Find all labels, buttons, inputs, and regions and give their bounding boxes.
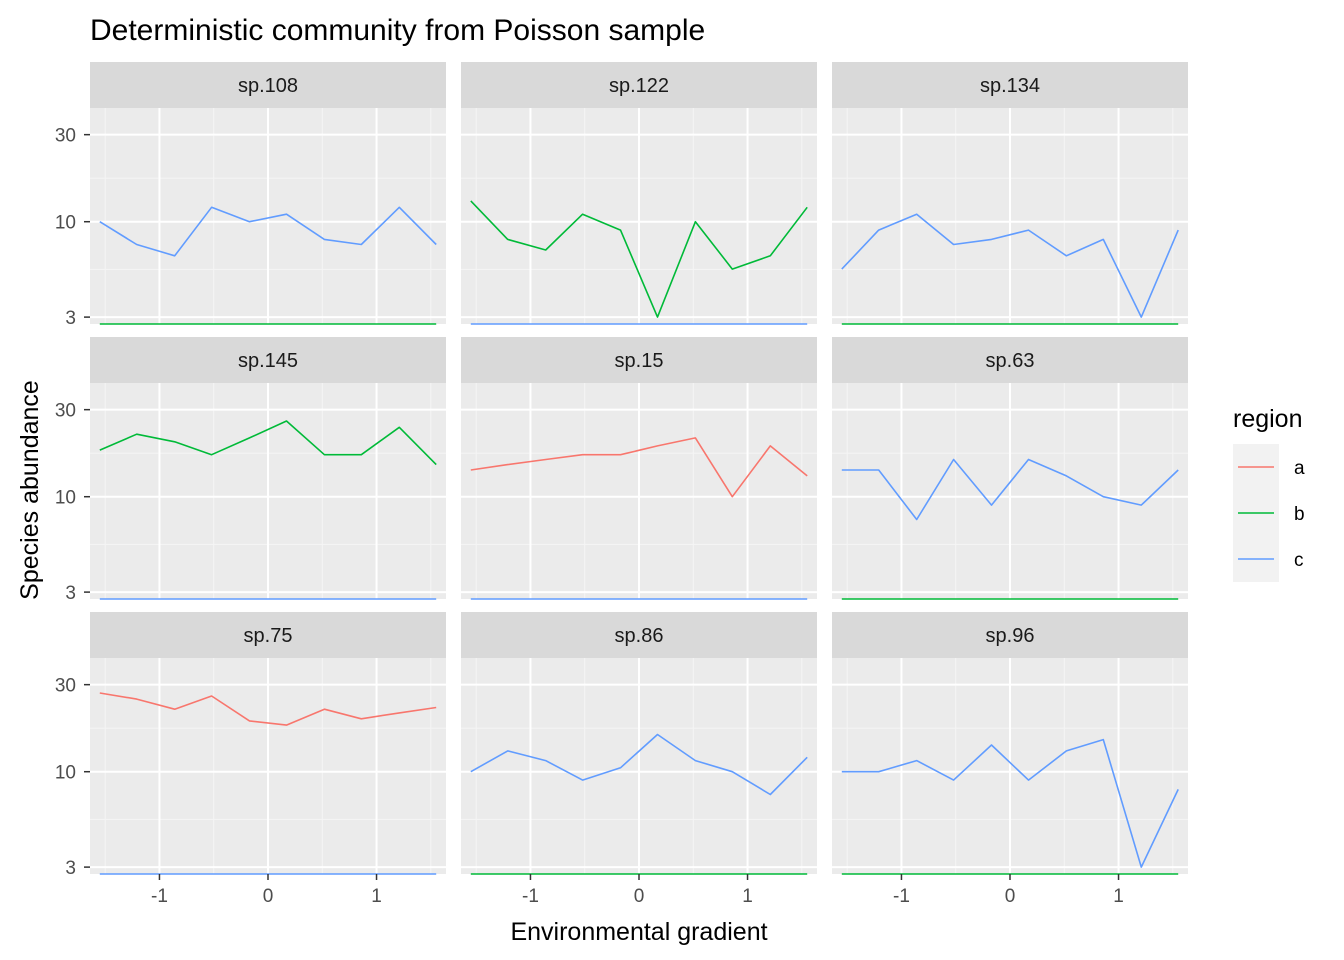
facet-panel: sp.75 3 10 30 -1 0 1 (55, 612, 446, 907)
facet-strip-label: sp.75 (244, 625, 293, 647)
y-tick-label: 3 (65, 583, 76, 604)
y-tick-label: 10 (55, 213, 76, 234)
series-line-c (841, 458, 1179, 521)
legend-label-c: c (1294, 550, 1304, 571)
series-line-a (470, 437, 808, 498)
facet-strip (832, 612, 1188, 658)
legend: region a b c (1233, 405, 1305, 582)
facet-panel: sp.145 3 10 30 (55, 337, 446, 604)
x-tick-label: 1 (742, 886, 753, 907)
y-axis-title: Species abundance (16, 380, 44, 600)
legend-label-a: a (1294, 458, 1305, 479)
series-line-c (470, 733, 808, 796)
facet-strip-label: sp.86 (615, 625, 664, 647)
facet-strip (90, 337, 446, 383)
facet-strip (461, 62, 817, 108)
y-tick-label: 30 (55, 401, 76, 422)
x-tick-label: -1 (522, 886, 539, 907)
series-line-c (841, 738, 1179, 868)
series-line-b (470, 200, 808, 318)
x-tick-label: 1 (371, 886, 382, 907)
facet-strip-label: sp.122 (609, 75, 669, 97)
series-line-a (99, 692, 437, 726)
facet-strip-label: sp.96 (986, 625, 1035, 647)
y-tick-label: 3 (65, 308, 76, 329)
facet-panel: sp.15 (461, 337, 817, 600)
facet-panel: sp.122 (461, 62, 817, 325)
facet-strip-label: sp.63 (986, 350, 1035, 372)
series-line-b (99, 420, 437, 466)
x-tick-label: 0 (634, 886, 645, 907)
chart-title: Deterministic community from Poisson sam… (90, 14, 705, 47)
legend-title: region (1233, 405, 1303, 433)
facet-strip-label: sp.15 (615, 350, 664, 372)
facet-panel: sp.134 (832, 62, 1188, 325)
facet-panel: sp.108 3 10 30 (55, 62, 446, 329)
series-line-c (99, 206, 437, 257)
facet-strip (461, 612, 817, 658)
legend-label-b: b (1294, 504, 1305, 525)
x-tick-label: -1 (893, 886, 910, 907)
x-axis-title: Environmental gradient (510, 918, 767, 946)
y-tick-label: 3 (65, 858, 76, 879)
facet-strip (832, 337, 1188, 383)
facet-panel: sp.86 -1 0 1 (461, 612, 817, 907)
facet-strip (461, 337, 817, 383)
y-tick-label: 30 (55, 676, 76, 697)
facet-strip-label: sp.108 (238, 75, 298, 97)
y-tick-label: 10 (55, 488, 76, 509)
series-line-c (841, 213, 1179, 318)
facet-panel: sp.63 (832, 337, 1188, 600)
facet-strip-label: sp.134 (980, 75, 1040, 97)
y-tick-label: 10 (55, 763, 76, 784)
facet-strip (90, 612, 446, 658)
x-tick-label: -1 (151, 886, 168, 907)
x-tick-label: 1 (1113, 886, 1124, 907)
facet-strip-label: sp.145 (238, 350, 298, 372)
facet-strip (90, 62, 446, 108)
y-tick-label: 30 (55, 126, 76, 147)
x-tick-label: 0 (1005, 886, 1016, 907)
facet-strip (832, 62, 1188, 108)
x-tick-label: 0 (263, 886, 274, 907)
facet-panel: sp.96 -1 0 1 (832, 612, 1188, 907)
